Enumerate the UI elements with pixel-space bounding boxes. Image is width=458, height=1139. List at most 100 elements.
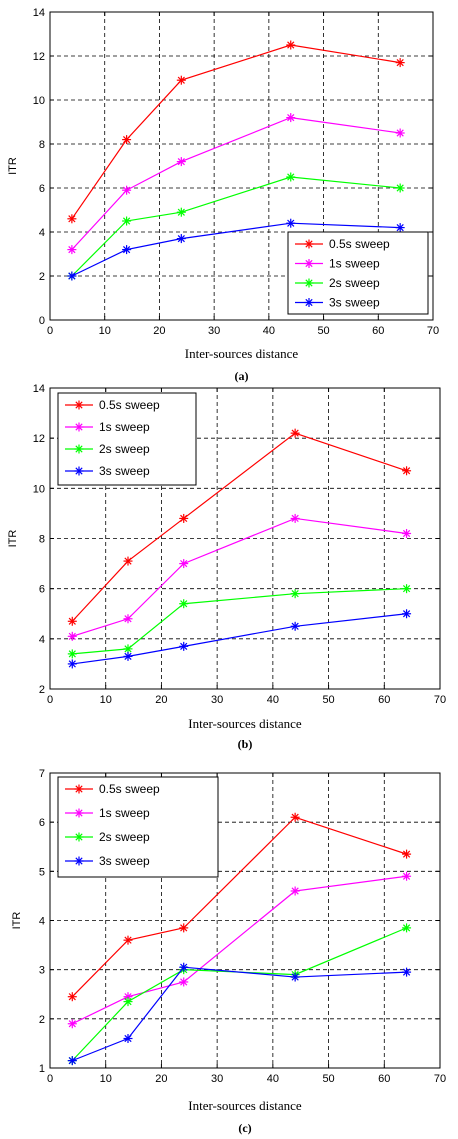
chart-c-ytick-label: 6 <box>39 817 45 829</box>
chart-b-legend-marker <box>74 400 84 410</box>
chart-c-series-3s-sweep <box>67 962 412 1066</box>
chart-a-series-0-5s-sweep-point-d2 <box>122 135 131 144</box>
chart-c-series-1s-sweep <box>67 871 412 1029</box>
chart-a-legend-label: 1s sweep <box>329 257 380 271</box>
chart-b-series-0-5s-sweep-point-d2 <box>124 557 132 565</box>
chart-b-legend-marker <box>74 444 84 454</box>
chart-a-legend-marker <box>304 298 314 307</box>
chart-c-xtick-label: 30 <box>211 1073 223 1085</box>
chart-b-series-2s-sweep-point-d2 <box>402 585 411 593</box>
chart-c-series-1s-sweep-point <box>67 1019 77 1029</box>
chart-b-xtick-label: 40 <box>267 694 279 706</box>
chart-c-series-1s-sweep-point-d2 <box>180 978 188 986</box>
chart-b-ylabel: ITR <box>7 530 19 548</box>
chart-a-series-3s-sweep-point <box>67 271 77 281</box>
chart-a-series-3s-sweep-point-d2 <box>122 245 131 254</box>
chart-b-series-2s-sweep-point <box>179 599 189 609</box>
chart-a-series-3s-sweep-point <box>176 234 186 244</box>
chart-c-series-0-5s-sweep-point-d2 <box>68 993 76 1001</box>
chart-c-legend-marker <box>74 856 84 866</box>
chart-c-legend-label: 1s sweep <box>99 806 150 820</box>
chart-a-series-1s-sweep-point <box>176 157 186 167</box>
chart-b-xtick-label: 50 <box>322 694 334 706</box>
chart-a-series-3s-sweep-point-d2 <box>177 234 185 243</box>
chart-a-ytick-label: 8 <box>39 139 45 151</box>
chart-a-series-1s-sweep-point-d2 <box>68 245 76 254</box>
chart-b-series-0-5s-sweep-point <box>67 616 77 626</box>
chart-c-legend-label: 3s sweep <box>99 854 150 868</box>
chart-a-legend-marker-d2 <box>305 259 313 268</box>
chart-a-xtick-label: 10 <box>99 325 111 337</box>
chart-b-series-2s-sweep-point <box>290 589 300 599</box>
chart-b-xtick-label: 20 <box>155 694 167 706</box>
chart-c-series-3s-sweep-point-d2 <box>180 963 188 971</box>
chart-b-legend-label: 2s sweep <box>99 442 150 456</box>
chart-c-xtick-label: 60 <box>378 1073 390 1085</box>
chart-a-grid <box>50 12 433 320</box>
chart-b-series-3s-sweep-point <box>123 651 133 661</box>
chart-a-series-1s-sweep-point <box>122 185 132 195</box>
chart-b-series-2s-sweep <box>67 584 412 659</box>
chart-a-series-2s-sweep-point-d2 <box>177 208 185 216</box>
chart-a-series-2s-sweep-point <box>286 172 296 182</box>
chart-b-legend-marker <box>74 422 84 432</box>
chart-c-series-3s-sweep-point <box>123 1034 133 1043</box>
chart-a-series-3s-sweep-point-d2 <box>287 219 295 227</box>
chart-a-xtick-label: 60 <box>372 325 384 337</box>
chart-b-legend-marker-d2 <box>75 423 83 431</box>
chart-c-series-3s-sweep-point <box>290 972 300 982</box>
chart-b: 0 10 20 30 40 50 60 70 2 4 6 8 10 12 14 Inter-sources d… <box>7 383 446 751</box>
chart-c-series-3s-sweep-point <box>179 962 189 972</box>
chart-b-series-3s-sweep-point-d2 <box>291 622 299 630</box>
chart-b-series-1s-sweep-point-d2 <box>180 559 188 568</box>
chart-a-ytick-label: 0 <box>39 315 45 327</box>
chart-b-ytick-label: 14 <box>33 383 45 395</box>
chart-c-series-0-5s-sweep-point <box>290 812 300 822</box>
chart-a-series-0-5s-sweep-point <box>67 214 77 224</box>
chart-c-legend-item: 1s sweep <box>65 806 150 820</box>
chart-c-series-0-5s-sweep-point-d2 <box>291 813 299 821</box>
chart-a-series-0-5s-sweep-point <box>176 75 186 85</box>
chart-b-series-1s-sweep-point <box>67 631 77 641</box>
chart-b-series-3s-sweep-point-d2 <box>68 660 76 668</box>
chart-b-series-3s-sweep-point <box>290 621 300 631</box>
chart-b-legend-marker-d2 <box>75 401 83 409</box>
chart-b-series-2s-sweep-point-d2 <box>124 645 132 653</box>
chart-c-ytick-label: 3 <box>39 965 45 977</box>
chart-c-legend-marker-d2 <box>75 857 83 865</box>
chart-a-legend-marker-d2 <box>305 298 313 307</box>
chart-b-series-0-5s-sweep-point-d2 <box>68 617 76 625</box>
chart-c-series-3s-sweep-point-d2 <box>291 973 299 981</box>
chart-a-series-2s-sweep-point <box>122 216 132 226</box>
chart-a-frame <box>49 11 434 321</box>
chart-c-legend-marker <box>74 832 84 842</box>
chart-a-series-2s-sweep-point <box>395 183 405 193</box>
chart-a-legend-item: 0.5s sweep <box>295 237 390 251</box>
chart-c-legend-label: 0.5s sweep <box>99 782 160 796</box>
chart-a-legend-marker-d2 <box>305 279 313 287</box>
chart-c-series-0-5s-sweep-point-d2 <box>402 850 411 858</box>
chart-a-xtick-label: 0 <box>47 325 53 337</box>
chart-c-legend-item: 2s sweep <box>65 830 150 844</box>
chart-b-legend-item: 3s sweep <box>65 464 150 478</box>
chart-a-ytick-label: 10 <box>33 95 45 107</box>
chart-a-legend-marker <box>304 239 314 249</box>
chart-c-legend-marker-d2 <box>75 833 83 841</box>
chart-a-series-0-5s-sweep-point-d2 <box>68 215 76 223</box>
chart-a-xtick-label: 20 <box>153 325 165 337</box>
chart-c-series-0-5s-sweep-point <box>402 849 412 859</box>
chart-a-ytick-label: 12 <box>33 51 45 63</box>
chart-b-legend-label: 1s sweep <box>99 420 150 434</box>
chart-a-series-1s-sweep-point-d2 <box>122 186 131 194</box>
chart-a-xtick-label: 30 <box>208 325 220 337</box>
chart-b-ytick-label: 10 <box>33 483 45 495</box>
chart-a-series-3s-sweep-point-d2 <box>68 272 76 280</box>
chart-c-series-3s-sweep-point-d2 <box>68 1057 76 1065</box>
chart-c-series-1s-sweep-point-d2 <box>291 887 299 895</box>
chart-c-series-2s-sweep-point-d2 <box>402 924 411 932</box>
chart-a-xtick-label: 70 <box>427 325 439 337</box>
chart-a-ticks: 0 10 20 30 40 50 60 70 0 2 4 6 8 10 12 14 <box>33 7 439 337</box>
chart-b-series-1s-sweep-point <box>402 528 412 538</box>
chart-c-caption: (c) <box>238 1121 251 1135</box>
chart-c-series-1s-sweep-point-d2 <box>402 872 411 880</box>
